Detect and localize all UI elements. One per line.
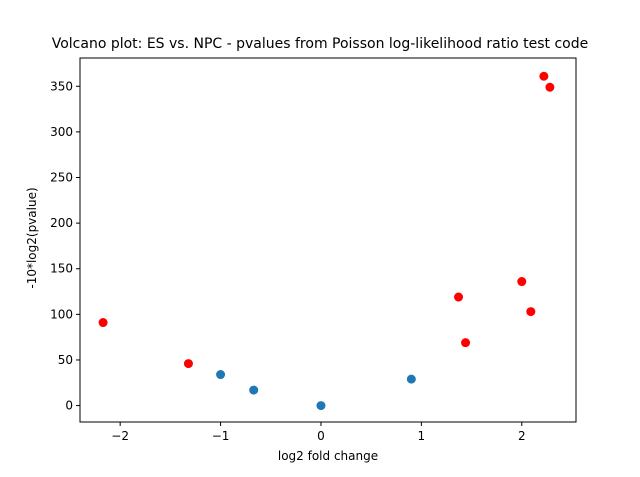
data-point-red [545,82,555,92]
data-point-blue [406,374,416,384]
x-tick-label: 2 [518,429,526,443]
chart-title: Volcano plot: ES vs. NPC - pvalues from … [52,36,589,52]
y-tick-label: 100 [50,307,73,321]
y-tick-label: 200 [50,216,73,230]
data-point-blue [316,401,326,411]
y-tick-label: 250 [50,171,73,185]
x-axis-ticks: −2 −1 0 1 2 [111,422,526,443]
y-tick-label: 300 [50,125,73,139]
y-tick-label: 150 [50,262,73,276]
data-point-red [526,307,536,317]
x-tick-label: −2 [111,429,129,443]
data-points [98,71,555,411]
y-axis-label: -10*log2(pvalue) [25,187,39,288]
data-point-red [454,292,464,302]
plot-area [79,57,577,423]
data-point-red [539,71,549,81]
y-tick-label: 0 [65,399,73,413]
y-tick-label: 350 [50,79,73,93]
x-tick-label: 1 [418,429,426,443]
data-point-red [98,318,108,328]
plot-frame [79,57,577,423]
x-axis-label: log2 fold change [278,449,378,463]
data-point-red [183,359,193,369]
x-tick-label: 0 [317,429,325,443]
data-point-red [461,338,471,348]
y-tick-label: 50 [58,353,73,367]
data-point-blue [216,370,226,380]
data-point-red [517,277,527,287]
y-axis-ticks: 0 50 100 150 200 250 300 350 [50,79,80,413]
x-tick-label: −1 [212,429,230,443]
data-point-blue [249,385,259,395]
